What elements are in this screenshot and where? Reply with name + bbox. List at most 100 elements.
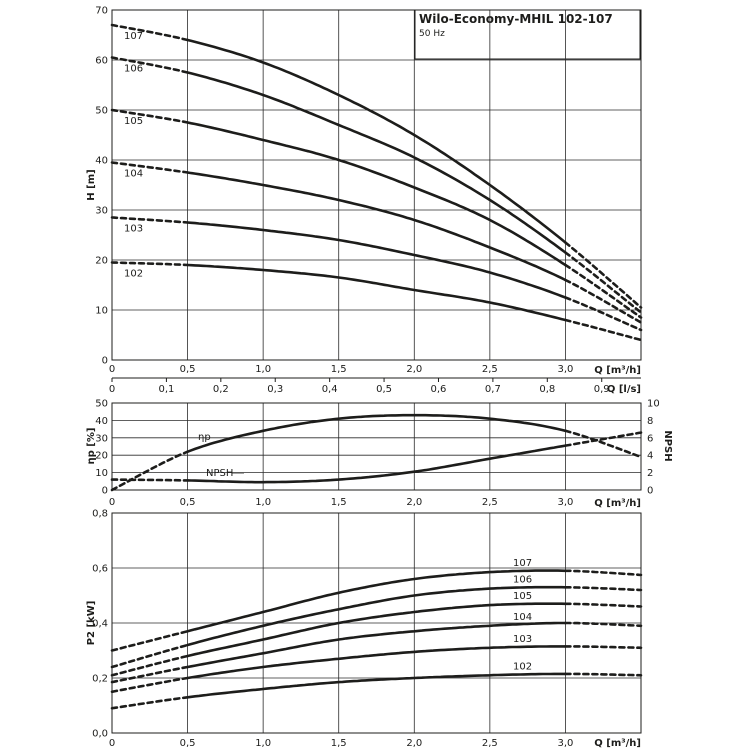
head-curve-107-dashed-end [564, 241, 643, 309]
head-ytick-6: 60 [95, 56, 108, 67]
head-curve-label-104: 104 [124, 169, 143, 180]
power-curve-102-dashed-start [110, 696, 189, 710]
npsh-ytick-3: 6 [647, 433, 653, 444]
head-curve-104-dashed-end [564, 278, 643, 324]
efficiency-ytick-0: 0 [102, 486, 108, 497]
power-ytick-3: 0,6 [92, 564, 108, 575]
power-curve-102-solid [186, 672, 567, 699]
secondary-xtick-3: 0,3 [267, 384, 283, 395]
secondary-xtick-8: 0,8 [539, 384, 555, 395]
head-curve-106-solid [186, 71, 567, 254]
efficiency-ytick-2: 20 [95, 451, 108, 462]
power-ytick-2: 0,4 [92, 619, 108, 630]
head-xtick-5: 2,5 [482, 364, 498, 375]
power-xtick-5: 2,5 [482, 738, 498, 749]
efficiency-xtick-6: 3,0 [557, 497, 573, 508]
head-curve-102-solid [186, 263, 567, 322]
head-curve-label-106: 106 [124, 64, 143, 75]
npsh-ytick-4: 8 [647, 416, 653, 427]
secondary-xtick-0: 0 [109, 384, 115, 395]
power-curve-107-dashed-end [564, 569, 643, 577]
curve-efficiency-dashed-end [564, 429, 643, 459]
power-curve-104-dashed-end [564, 621, 643, 628]
power-ytick-1: 0,2 [92, 674, 108, 685]
head-curve-105-dashed-start [110, 108, 189, 124]
secondary-xtick-5: 0,5 [376, 384, 392, 395]
npsh-ytick-5: 10 [647, 399, 660, 410]
head-curve-105-solid [186, 121, 567, 267]
power-frame [111, 512, 642, 734]
power-curve-104-dashed-start [110, 665, 189, 684]
efficiency-xtick-5: 2,5 [482, 497, 498, 508]
power-curve-105-dashed-end [564, 602, 643, 608]
efficiency-xtick-0: 0 [109, 497, 115, 508]
npsh-ylabel: NPSH [662, 430, 673, 461]
power-curve-103-dashed-end [564, 645, 643, 650]
power-curve-106-dashed-end [564, 586, 643, 592]
head-xtick-2: 1,0 [255, 364, 271, 375]
curve-efficiency-solid [186, 413, 567, 453]
header-subtitle: 50 Hz [419, 29, 445, 39]
head-ticks: 0 0,5 1,0 1,5 2,0 2,5 3,0 0 10 20 30 40 50 60 70 [95, 6, 573, 376]
head-curve-104-solid [186, 171, 567, 282]
secondary-xtick-6: 0,6 [431, 384, 447, 395]
curve-efficiency-dashed-start [110, 450, 189, 492]
head-curve-106-dashed-start [110, 56, 189, 74]
power-curve-106-dashed-start [110, 643, 189, 669]
head-ytick-4: 40 [95, 156, 108, 167]
power-grid [111, 512, 642, 734]
power-xtick-1: 0,5 [180, 738, 196, 749]
power-curve-106-solid [186, 585, 567, 647]
npsh-ytick-1: 2 [647, 468, 653, 479]
head-secondary-axis: 0 0,1 0,2 0,3 0,4 0,5 0,6 0,7 0,8 0,9 [109, 377, 641, 395]
power-curve-107-dashed-start [110, 630, 189, 652]
head-curve-label-103: 103 [124, 224, 143, 235]
head-xtick-0: 0 [109, 364, 115, 375]
head-curve-105-dashed-end [564, 263, 643, 319]
efficiency-ylabel: ηp [%] [86, 428, 97, 465]
secondary-xtick-7: 0,7 [485, 384, 501, 395]
efficiency-xtick-3: 1,5 [331, 497, 347, 508]
efficiency-ticks: 0 0,5 1,0 1,5 2,0 2,5 3,0 0 10 20 30 40 50 [95, 399, 573, 509]
efficiency-ytick-3: 30 [95, 433, 108, 444]
power-curve-label-104: 104 [513, 612, 532, 623]
power-curve-label-103: 103 [513, 634, 532, 645]
efficiency-ytick-1: 10 [95, 468, 108, 479]
head-curve-103-solid [186, 221, 567, 299]
power-curve-label-102: 102 [513, 661, 532, 672]
head-curve-102-dashed-end [564, 318, 643, 342]
header-box: Wilo-Economy-MHIL 102-107 50 Hz [414, 9, 641, 60]
head-ytick-1: 10 [95, 306, 108, 317]
power-ytick-4: 0,8 [92, 509, 108, 520]
power-xtick-3: 1,5 [331, 738, 347, 749]
head-xtick-3: 1,5 [331, 364, 347, 375]
power-curves: 107 106 105 104 103 102 [110, 558, 643, 710]
secondary-xtick-9: 0,9 [594, 384, 610, 395]
head-curve-103-dashed-end [564, 296, 643, 332]
efficiency-xtick-1: 0,5 [180, 497, 196, 508]
head-curve-label-102: 102 [124, 269, 143, 280]
head-curve-label-107: 107 [124, 31, 143, 42]
efficiency-frame [111, 402, 642, 491]
power-curve-105-dashed-start [110, 654, 189, 677]
efficiency-ytick-5: 50 [95, 399, 108, 410]
efficiency-curves: ηp NPSH [110, 413, 643, 492]
head-curve-label-105: 105 [124, 116, 143, 127]
power-xtick-2: 1,0 [255, 738, 271, 749]
secondary-xtick-4: 0,4 [322, 384, 338, 395]
power-curve-label-107: 107 [513, 558, 532, 569]
power-curve-104-solid [186, 621, 567, 669]
efficiency-xtick-4: 2,0 [406, 497, 422, 508]
power-curve-103-solid [186, 645, 567, 680]
head-ytick-7: 70 [95, 6, 108, 17]
power-curve-label-106: 106 [513, 575, 532, 586]
efficiency-grid [111, 402, 642, 491]
head-ytick-3: 30 [95, 206, 108, 217]
efficiency-ytick-4: 40 [95, 416, 108, 427]
power-ytick-0: 0,0 [92, 729, 108, 740]
efficiency-xlabel: Q [m³/h] [594, 498, 641, 509]
power-ticks: 0 0,5 1,0 1,5 2,0 2,5 3,0 0,0 0,2 0,4 0,6 0,8 [92, 509, 573, 750]
head-secondary-xlabel: Q [l/s] [607, 384, 641, 395]
